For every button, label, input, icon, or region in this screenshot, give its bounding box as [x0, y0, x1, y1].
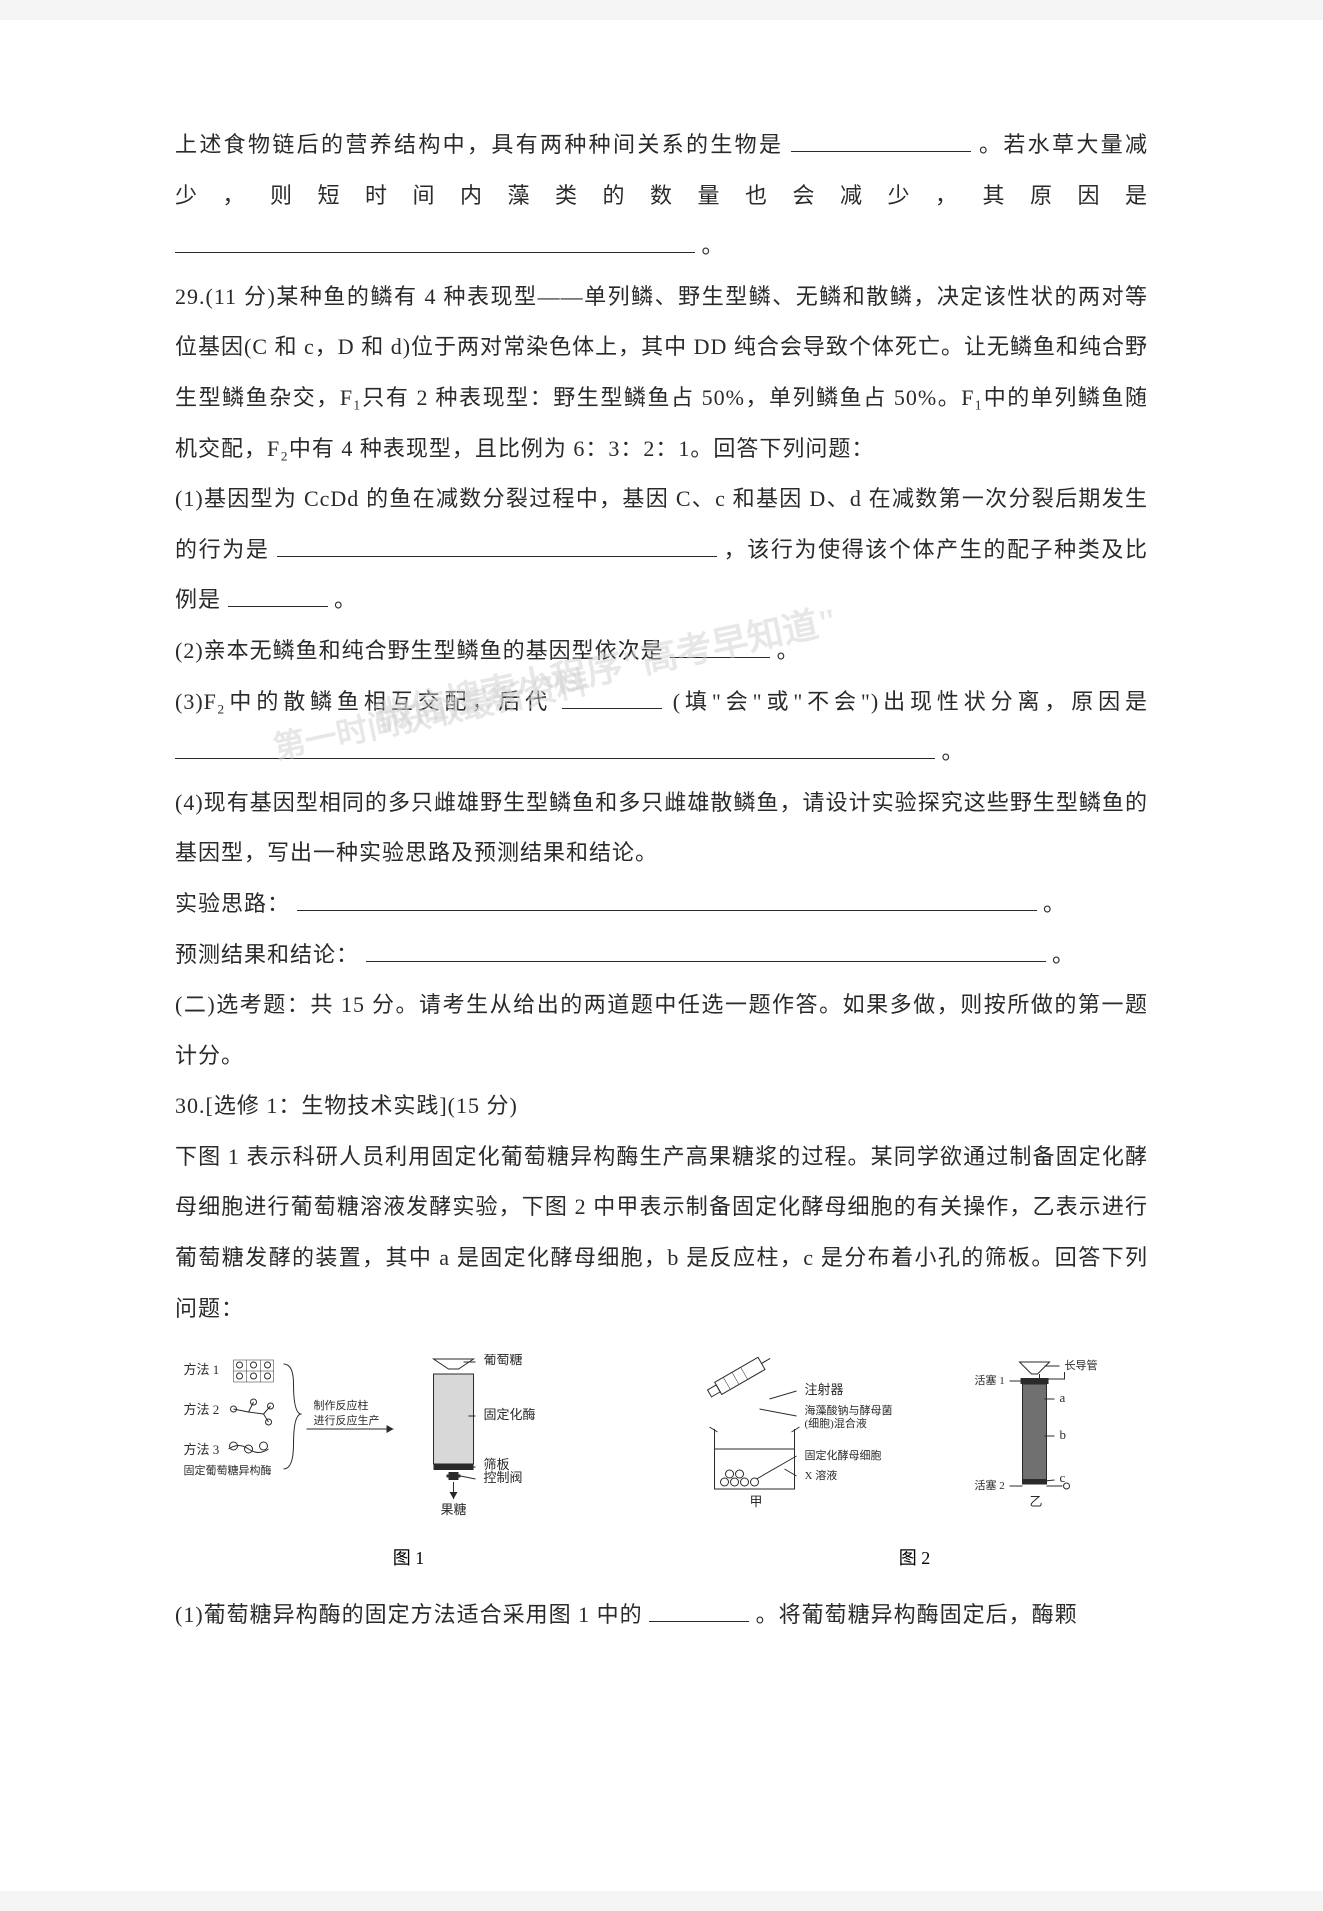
text: 。: [334, 587, 357, 612]
paragraph-food-chain: 上述食物链后的营养结构中，具有两种种间关系的生物是 。若水草大量减少，则短时间内…: [175, 120, 1148, 272]
label-immobilized-yeast: 固定化酵母细胞: [804, 1448, 881, 1462]
label-method1: 方法 1: [184, 1362, 220, 1377]
q29-intro: 29.(11 分)某种鱼的鳞有 4 种表现型——单列鳞、野生型鳞、无鳞和散鳞，决…: [175, 272, 1148, 474]
method3-beads-icon: [229, 1442, 269, 1453]
label-immobilized-enzyme: 固定化酶: [484, 1407, 536, 1422]
brace-icon: [284, 1364, 301, 1469]
figure-2-caption: 图 2: [681, 1544, 1148, 1570]
label-glucose: 葡萄糖: [484, 1354, 523, 1367]
section-2-header: (二)选考题：共 15 分。请考生从给出的两道题中任选一题作答。如果多做，则按所…: [175, 980, 1148, 1081]
blank: [366, 940, 1046, 962]
arrow-icon: [387, 1425, 394, 1433]
text: 。: [702, 233, 725, 258]
label-stopper1: 活塞 1: [974, 1373, 1004, 1387]
q29-3: (3)F₂中的散鳞鱼相互交配，后代 (填"会"或"不会")出现性状分离，原因是 …: [175, 677, 1148, 778]
blank: [277, 535, 717, 557]
label-b: b: [1059, 1427, 1066, 1442]
label-c: c: [1059, 1470, 1065, 1485]
text: 。: [777, 638, 800, 663]
label-a: a: [1059, 1390, 1065, 1405]
label-method3: 方法 3: [184, 1442, 220, 1457]
text: (填"会"或"不会")出现性状分离，原因是: [673, 689, 1148, 714]
figure-1-svg: 方法 1 方法 2: [175, 1354, 642, 1534]
figure-1: 方法 1 方法 2: [175, 1354, 642, 1570]
label-run-reaction: 进行反应生产: [314, 1413, 380, 1427]
q29-2: (2)亲本无鳞鱼和纯合野生型鳞鱼的基因型依次是 。: [175, 626, 1148, 677]
text: 上述食物链后的营养结构中，具有两种种间关系的生物是: [175, 132, 783, 157]
label-long-tube: 长导管: [1064, 1358, 1097, 1372]
q30-intro: 下图 1 表示科研人员利用固定化葡萄糖异构酶生产高果糖浆的过程。某同学欲通过制备…: [175, 1132, 1148, 1334]
q29-4-jielun: 预测结果和结论： 。: [175, 930, 1148, 981]
text: 。: [942, 739, 965, 764]
method2-branch-icon: [231, 1399, 274, 1425]
blank: [297, 889, 1037, 911]
label-method2: 方法 2: [184, 1402, 220, 1417]
figure-2: 注射器 海藻酸钠与酵母菌 (细胞)混合液: [681, 1354, 1148, 1570]
label-cell-mix: (细胞)混合液: [804, 1416, 866, 1430]
method1-grid-icon: [234, 1360, 274, 1382]
blank: [562, 687, 662, 709]
blank: [228, 585, 328, 607]
label-valve: 控制阀: [484, 1470, 523, 1485]
label-x-solution: X 溶液: [804, 1468, 837, 1482]
text: (2)亲本无鳞鱼和纯合野生型鳞鱼的基因型依次是: [175, 638, 664, 663]
label-fructose: 果糖: [441, 1502, 467, 1517]
label-fixed-enzyme: 固定葡萄糖异构酶: [184, 1463, 272, 1477]
text: (3)F₂中的散鳞鱼相互交配，后代: [175, 689, 552, 714]
blank: [649, 1600, 749, 1622]
stopper-icon: [1020, 1378, 1048, 1384]
q30-1: (1)葡萄糖异构酶的固定方法适合采用图 1 中的 。将葡萄糖异构酶固定后，酶颗: [175, 1590, 1148, 1641]
figures-container: 方法 1 方法 2: [175, 1354, 1148, 1570]
exam-page: 微信搜索小程序"高考早知道" 第一时间获取最新资料 上述食物链后的营养结构中，具…: [0, 20, 1323, 1891]
label-alginate: 海藻酸钠与酵母菌: [804, 1403, 892, 1417]
text: 。将葡萄糖异构酶固定后，酶颗: [756, 1602, 1078, 1627]
label-jia: 甲: [749, 1494, 762, 1509]
q30-title: 30.[选修 1：生物技术实践](15 分): [175, 1081, 1148, 1132]
label-syringe: 注射器: [804, 1382, 843, 1397]
q29-4: (4)现有基因型相同的多只雌雄野生型鳞鱼和多只雌雄散鳞鱼，请设计实验探究这些野生…: [175, 778, 1148, 879]
blank: [175, 737, 935, 759]
blank: [175, 231, 695, 253]
syringe-icon: [706, 1354, 774, 1399]
beaker-icon: [709, 1427, 799, 1489]
label-stopper2: 活塞 2: [974, 1478, 1004, 1492]
label-make-column: 制作反应柱: [314, 1398, 369, 1412]
blank: [791, 130, 971, 152]
text: 实验思路：: [175, 891, 290, 916]
q29-4-silu: 实验思路： 。: [175, 879, 1148, 930]
figure-1-caption: 图 1: [175, 1544, 642, 1570]
text: 。: [1052, 942, 1075, 967]
figure-2-svg: 注射器 海藻酸钠与酵母菌 (细胞)混合液: [681, 1354, 1148, 1534]
fermentation-column-icon: 长导管: [1019, 1358, 1097, 1489]
reactor-column-icon: [434, 1359, 474, 1499]
label-yi: 乙: [1029, 1494, 1042, 1509]
q29-1: (1)基因型为 CcDd 的鱼在减数分裂过程中，基因 C、c 和基因 D、d 在…: [175, 474, 1148, 626]
text: 。: [1043, 891, 1066, 916]
blank: [670, 636, 770, 658]
text: 预测结果和结论：: [175, 942, 359, 967]
text: (1)葡萄糖异构酶的固定方法适合采用图 1 中的: [175, 1602, 643, 1627]
